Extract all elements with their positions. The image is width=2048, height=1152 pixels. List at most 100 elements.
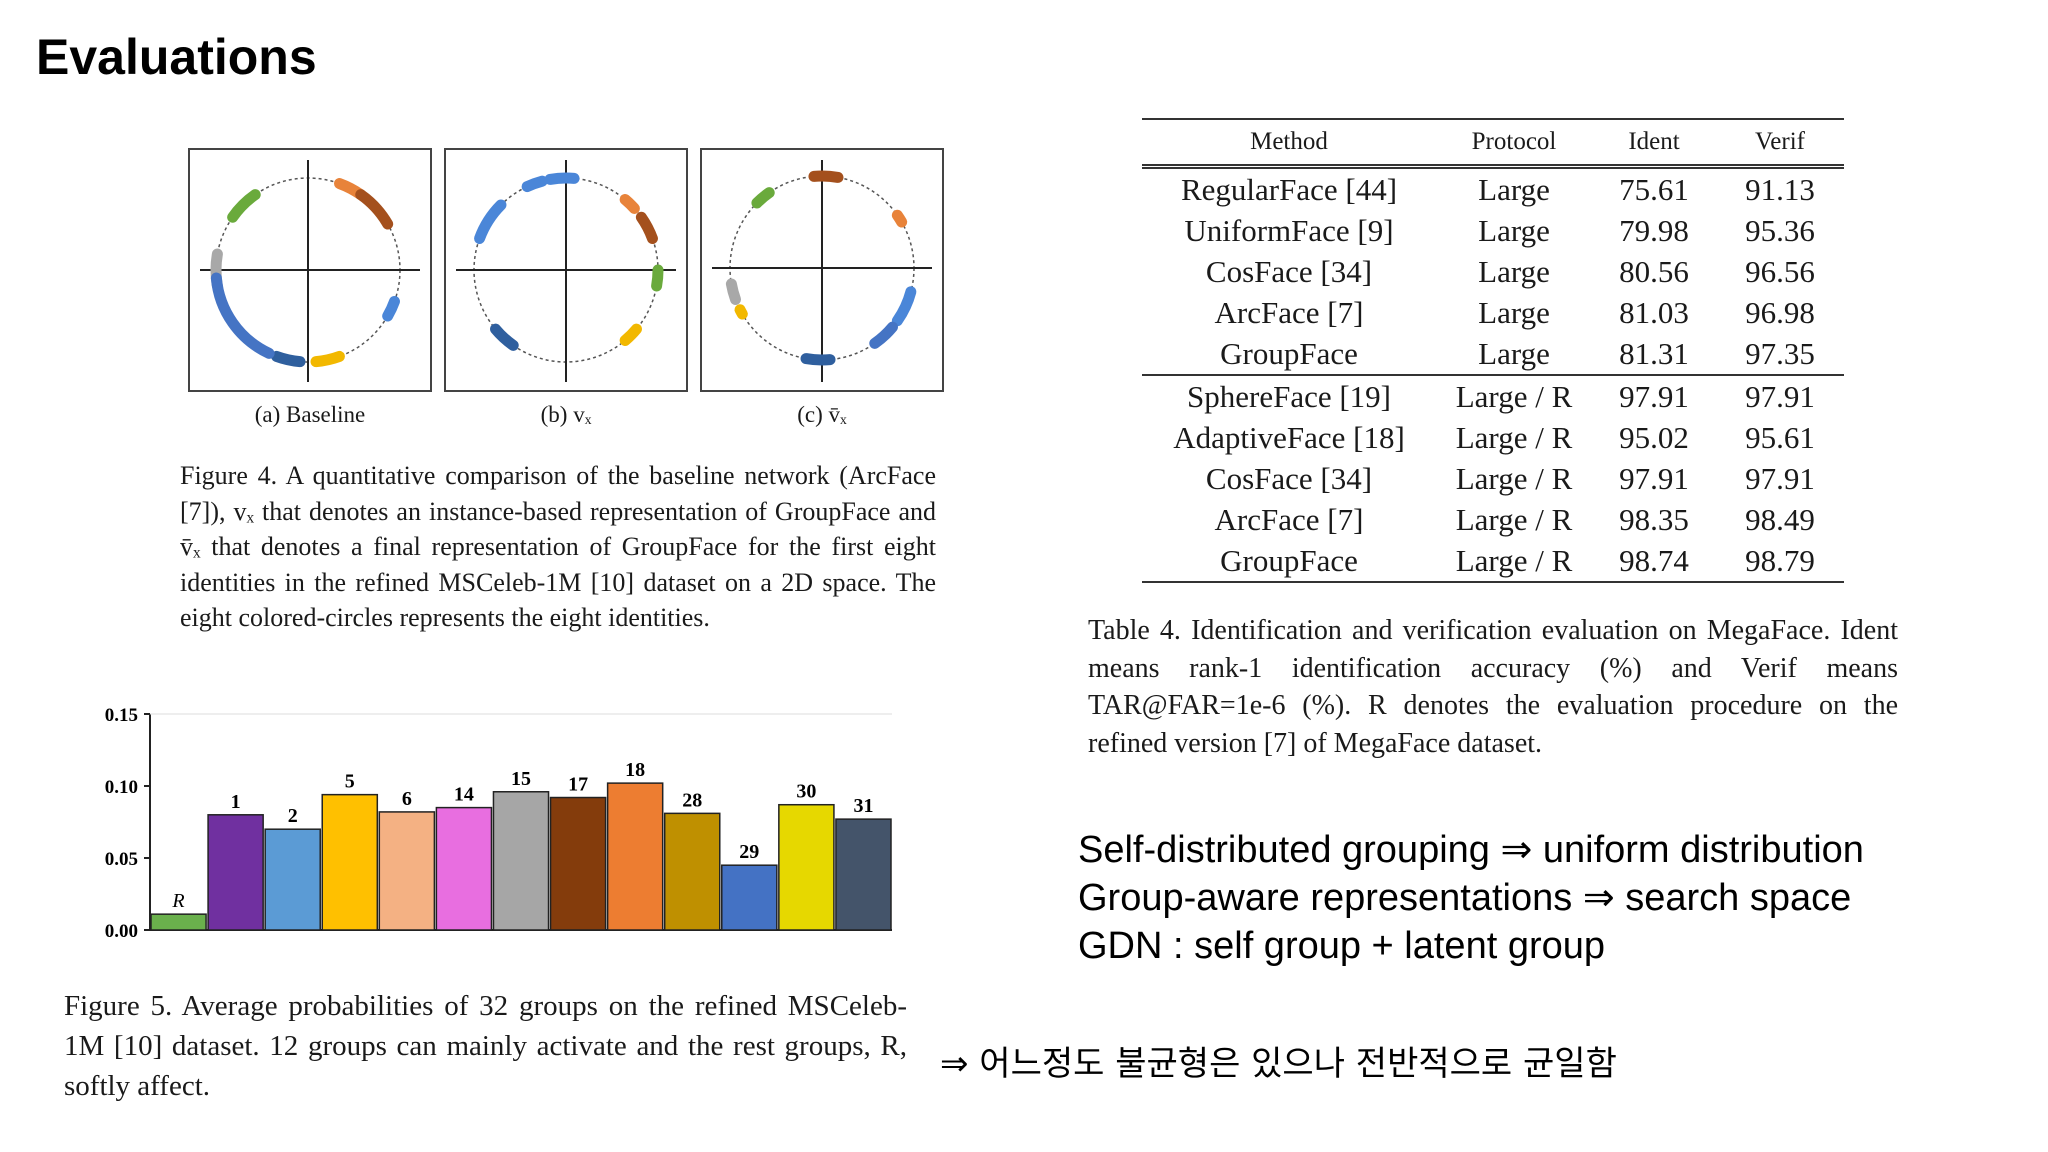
bar-label: 2 — [288, 805, 298, 827]
header-verif: Verif — [1755, 128, 1805, 155]
cell-protocol: Large / R — [1455, 419, 1573, 455]
megaface-results-table: Method Protocol Ident Verif RegularFace … — [1142, 118, 1844, 583]
bar-label: 31 — [853, 795, 873, 817]
cell-ident: 81.31 — [1619, 335, 1689, 371]
identity-cluster — [544, 172, 580, 185]
summary-list: Self-distributed grouping ⇒ uniform dist… — [1078, 826, 1864, 970]
identity-cluster — [751, 187, 775, 209]
bar-label: 1 — [231, 791, 241, 813]
bar-label: 28 — [682, 789, 702, 811]
cell-protocol: Large — [1478, 253, 1550, 289]
table-group-refined: SphereFace [19] Large / R 97.91 97.91 Adapti… — [1142, 374, 1844, 583]
cell-verif: 98.49 — [1745, 501, 1815, 537]
cell-verif: 96.98 — [1745, 294, 1815, 330]
cell-protocol: Large / R — [1436, 374, 1592, 417]
panel-caption-baseline: (a) Baseline — [254, 402, 366, 427]
identity-cluster — [227, 189, 261, 223]
identity-clusters — [210, 178, 400, 368]
table-row: RegularFace [44] Large 75.61 91.13 — [1142, 167, 1844, 211]
table-row: AdaptiveFace [18] Large / R 95.02 95.61 — [1142, 417, 1844, 458]
cell-ident: 95.02 — [1619, 419, 1689, 455]
cell-verif: 98.79 — [1716, 540, 1844, 583]
scatter-panel-instance — [444, 148, 688, 392]
bar-label: 18 — [625, 759, 645, 781]
bar-label: 29 — [739, 841, 759, 863]
cell-method: ArcFace [7] — [1214, 294, 1364, 330]
identity-clusters — [474, 172, 664, 351]
identity-cluster — [490, 323, 519, 351]
cell-verif: 97.91 — [1745, 460, 1815, 496]
cell-verif: 97.91 — [1716, 374, 1844, 417]
bar — [663, 812, 721, 931]
cell-protocol: Large — [1478, 171, 1550, 207]
cell-ident: 79.98 — [1619, 212, 1689, 248]
cell-ident: 97.91 — [1592, 374, 1716, 417]
cell-method: GroupFace — [1220, 335, 1358, 371]
summary-line: Self-distributed grouping ⇒ uniform dist… — [1078, 829, 1864, 871]
identity-cluster — [734, 304, 748, 320]
cell-verif: 95.36 — [1745, 212, 1815, 248]
bar-label: 17 — [568, 774, 588, 796]
y-tick-label: 0.05 — [105, 849, 138, 870]
identity-cluster — [651, 264, 664, 292]
group-probability-bar-chart: 0.00 0.05 0.10 0.15 R 1 2 5 6 14 15 17 18 28 29 30 31 — [105, 705, 892, 942]
header-method: Method — [1250, 128, 1328, 155]
y-tick-label: 0.10 — [105, 777, 138, 798]
identity-cluster — [474, 199, 507, 245]
table-row: GroupFace Large / R 98.74 98.79 — [1142, 540, 1844, 583]
cell-method: SphereFace [19] — [1142, 374, 1436, 417]
identity-cluster — [808, 170, 844, 183]
header-protocol: Protocol — [1471, 128, 1557, 155]
bar — [492, 791, 550, 931]
bar-chart-bars: R 1 2 5 6 14 15 17 18 28 29 30 31 — [150, 759, 892, 931]
cell-verif: 97.35 — [1745, 335, 1815, 371]
bar — [264, 828, 321, 931]
identity-cluster — [800, 353, 836, 366]
bar — [835, 818, 892, 931]
scatter-panel-baseline — [188, 148, 432, 392]
cell-protocol: Large — [1478, 212, 1550, 248]
cell-ident: 75.61 — [1619, 171, 1689, 207]
identity-cluster — [382, 295, 400, 322]
table-row: CosFace [34] Large / R 97.91 97.91 — [1142, 458, 1844, 499]
cell-method: GroupFace — [1142, 540, 1436, 583]
figure4-caption: Figure 4. A quantitative comparison of t… — [180, 461, 936, 632]
bar — [549, 796, 607, 931]
bar — [378, 811, 436, 931]
korean-note: ⇒ 어느정도 불균형은 있으나 전반적으로 균일함 — [940, 1044, 1617, 1084]
scatter-panel-final — [700, 148, 944, 392]
y-tick-label: 0.00 — [105, 921, 138, 942]
cell-method: ArcFace [7] — [1214, 501, 1364, 537]
cell-method: CosFace [34] — [1205, 460, 1373, 496]
cell-verif: 91.13 — [1745, 171, 1815, 207]
bar-label: 14 — [454, 784, 474, 806]
cell-protocol: Large / R — [1455, 460, 1573, 496]
bar-label: R — [171, 890, 184, 912]
slide-title: Evaluations — [36, 29, 317, 85]
table-row: SphereFace [19] Large / R 97.91 97.91 — [1142, 374, 1844, 417]
table-group-large: RegularFace [44] Large 75.61 91.13 UniformFa… — [1142, 167, 1844, 376]
table-header-row: Method Protocol Ident Verif — [1142, 119, 1844, 167]
cell-method: RegularFace [44] — [1180, 171, 1398, 207]
table-row: UniformFace [9] Large 79.98 95.36 — [1142, 210, 1844, 251]
cell-verif: 95.61 — [1745, 419, 1815, 455]
identity-cluster — [891, 209, 908, 228]
cell-ident: 98.35 — [1619, 501, 1689, 537]
bar-label: 15 — [511, 768, 531, 790]
identity-cluster — [271, 350, 306, 368]
identity-cluster — [355, 189, 394, 230]
bar — [721, 864, 778, 931]
bar — [606, 782, 664, 931]
bar — [321, 793, 379, 931]
bar — [435, 806, 493, 931]
cell-protocol: Large — [1478, 335, 1550, 371]
bar — [207, 814, 264, 931]
cell-ident: 81.03 — [1619, 294, 1689, 330]
bar-label: 5 — [345, 771, 355, 793]
identity-clusters — [725, 170, 917, 366]
table-row: ArcFace [7] Large 81.03 96.98 — [1142, 292, 1844, 333]
figure5-caption: Figure 5. Average probabilities of 32 gr… — [64, 990, 907, 1102]
cell-ident: 98.74 — [1592, 540, 1716, 583]
identity-cluster — [635, 211, 658, 245]
identity-cluster — [310, 350, 345, 368]
